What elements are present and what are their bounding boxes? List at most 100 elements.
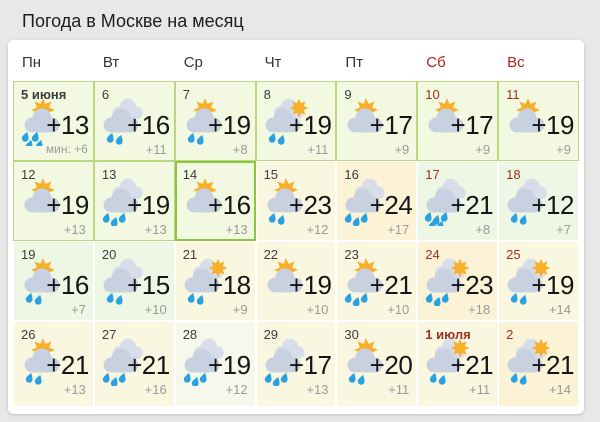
- day-cell-18[interactable]: 18 +12 +7: [498, 161, 579, 241]
- day-cell-7[interactable]: 7 +19 +8: [174, 81, 256, 161]
- day-cell-19[interactable]: 19 +16 +7: [13, 241, 94, 321]
- night-temperature: +13: [63, 382, 86, 397]
- day-cell-11[interactable]: 11 +19 +9: [498, 81, 579, 161]
- day-cell-28[interactable]: 28 +19 +12: [174, 321, 256, 407]
- day-temperature: +19: [531, 110, 574, 140]
- day-number: 29: [263, 327, 279, 342]
- day-cell-8[interactable]: 8 +19 +11: [255, 81, 337, 161]
- day-cell-27[interactable]: 27 +21 +16: [93, 321, 175, 407]
- weather-icon-sun-cloud: [347, 98, 383, 133]
- day-temperature: +12: [531, 190, 574, 220]
- night-temperature: +14: [548, 302, 571, 317]
- page-title: Погода в Москве на месяц: [22, 11, 244, 31]
- day-number: 16: [344, 167, 359, 182]
- day-temperature: +23: [288, 190, 332, 220]
- day-number: 7: [182, 87, 190, 102]
- day-cell-22[interactable]: 22 +19 +10: [255, 241, 337, 321]
- day-cell-6[interactable]: 6 +16 +11: [93, 81, 175, 161]
- day-cell-23[interactable]: 23 +21 +10: [336, 241, 418, 321]
- day-cell-10[interactable]: 10 +17 +9: [417, 81, 499, 161]
- day-temperature: +16: [207, 190, 251, 220]
- day-temperature: +18: [207, 270, 251, 300]
- weather-icon-clouds-rain: [103, 98, 143, 145]
- weekday-header-Сб: Сб: [426, 53, 446, 71]
- day-number: 5 июня: [21, 87, 67, 102]
- night-temperature: +9: [394, 142, 410, 157]
- night-temperature: +8: [475, 222, 491, 237]
- day-cell-12[interactable]: 12 +19 +13: [13, 161, 94, 241]
- night-temperature: +9: [556, 142, 571, 157]
- day-temperature: +17: [450, 110, 494, 140]
- weather-icon-clouds-rain: [264, 338, 305, 386]
- weather-icon-sun-cloud: [428, 98, 464, 133]
- night-temperature: +10: [306, 302, 329, 317]
- day-cell-15[interactable]: 15 +23 +12: [255, 161, 337, 241]
- weather-icon-clouds-rain: [102, 178, 143, 226]
- weather-icon-sun-cloud-rain: [347, 338, 383, 385]
- day-temperature: +19: [531, 270, 574, 300]
- night-temperature: +12: [306, 222, 329, 237]
- night-temperature: +13: [225, 222, 248, 237]
- night-temperature: +11: [307, 142, 329, 157]
- night-temperature: +13: [306, 382, 329, 397]
- day-cell-1[interactable]: 1 июля +21 +11: [417, 321, 499, 407]
- day-number: 15: [263, 167, 279, 182]
- day-temperature: +19: [207, 350, 251, 380]
- day-number: 25: [506, 247, 521, 262]
- day-cell-17[interactable]: 17 +21 +8: [417, 161, 499, 241]
- night-temperature: +11: [388, 382, 410, 397]
- day-number: 10: [425, 87, 440, 102]
- night-temperature: мин: +6: [45, 142, 88, 156]
- weather-icon-clouds-rain: [183, 338, 224, 386]
- day-cell-9[interactable]: 9 +17 +9: [336, 81, 418, 161]
- day-number: 1 июля: [425, 327, 471, 342]
- day-temperature: +19: [288, 110, 332, 140]
- day-number: 27: [101, 327, 117, 342]
- day-number: 17: [425, 167, 440, 182]
- weather-icon-sun-clouds-rain: [426, 338, 470, 385]
- day-cell-13[interactable]: 13 +19 +13: [93, 161, 175, 241]
- weather-icon-sun-cloud-rain: [267, 178, 303, 225]
- night-temperature: +7: [556, 222, 571, 237]
- day-cell-14[interactable]: 14 +16 +13: [174, 161, 256, 241]
- day-cell-30[interactable]: 30 +20 +11: [336, 321, 418, 407]
- weather-icon-sun-cloud-rain: [24, 338, 60, 385]
- night-temperature: +12: [225, 382, 248, 397]
- weather-icon-clouds-rain: [507, 178, 547, 225]
- weather-icon-sun-clouds-rain: [184, 258, 228, 305]
- weekday-header-Вт: Вт: [102, 53, 120, 71]
- day-cell-29[interactable]: 29 +17 +13: [255, 321, 337, 407]
- night-temperature: +17: [387, 222, 410, 237]
- weather-icon-sun-cloud-rain: [345, 258, 383, 306]
- day-cell-2[interactable]: 2 +21 +14: [498, 321, 579, 407]
- day-cell-26[interactable]: 26 +21 +13: [13, 321, 94, 407]
- day-number: 26: [21, 327, 36, 342]
- night-temperature: +9: [475, 142, 491, 157]
- day-cell-5[interactable]: 5 июня +13 мин: +6: [13, 81, 94, 161]
- night-temperature: +13: [63, 222, 86, 237]
- night-temperature: +7: [71, 302, 86, 317]
- day-temperature: +19: [207, 110, 251, 140]
- day-cell-16[interactable]: 16 +24 +17: [336, 161, 418, 241]
- day-number: 14: [182, 167, 198, 182]
- weekday-header-Ср: Ср: [183, 53, 203, 71]
- day-temperature: +19: [46, 190, 89, 220]
- day-number: 19: [21, 247, 36, 262]
- day-cell-21[interactable]: 21 +18 +9: [174, 241, 256, 321]
- day-cell-24[interactable]: 24 +23 +18: [417, 241, 499, 321]
- weather-icon-sun-clouds-rain: [507, 258, 551, 305]
- day-cell-25[interactable]: 25 +19 +14: [498, 241, 579, 321]
- day-cell-20[interactable]: 20 +15 +10: [93, 241, 175, 321]
- day-number: 22: [263, 247, 279, 262]
- night-temperature: +10: [144, 302, 167, 317]
- day-temperature: +21: [531, 350, 574, 380]
- day-number: 8: [263, 87, 271, 102]
- day-temperature: +21: [46, 350, 89, 380]
- weather-icon-sun-clouds-rain: [265, 98, 308, 145]
- weekday-header-Чт: Чт: [264, 53, 282, 71]
- day-temperature: +21: [127, 350, 170, 380]
- night-temperature: +13: [144, 222, 167, 237]
- night-temperature: +16: [144, 382, 167, 397]
- forecast-card: Пн Вт Ср Чт Пт Сб Вс 5 июня +13 мин: +6 6 +16 +11 7 +…: [8, 40, 584, 414]
